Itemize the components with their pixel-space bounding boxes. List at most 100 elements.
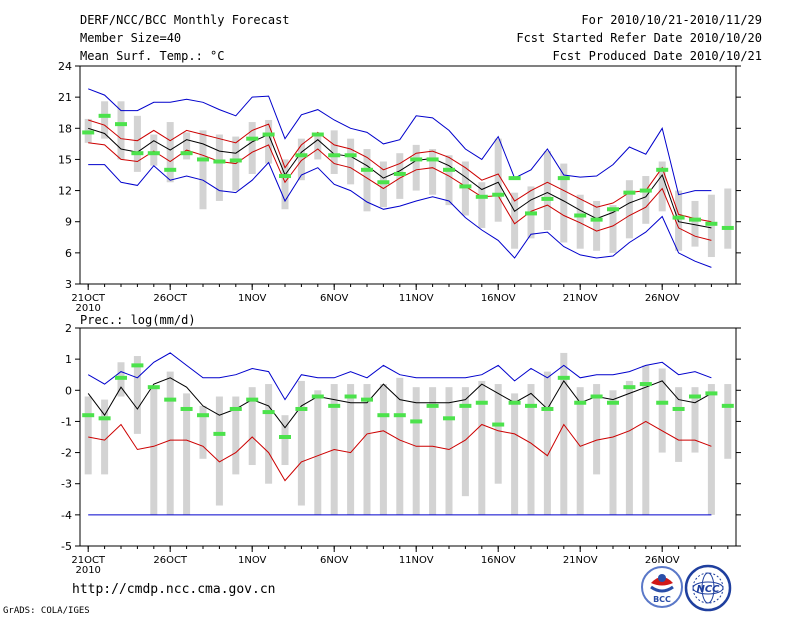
obs-marker [525, 403, 537, 408]
spread-box [330, 130, 338, 174]
spread-box [494, 138, 502, 222]
obs-marker [410, 157, 423, 162]
obs-marker [459, 403, 472, 408]
spread-box [576, 387, 584, 515]
obs-marker [508, 400, 521, 405]
spread-box [707, 384, 715, 515]
precipitation-panel: -5 -4 -3 -2 -1 0 1 2 21OCT 26OCT 1NOV 6NOV 11NOV 16NO… [61, 322, 741, 576]
spread-box [183, 132, 191, 160]
spread-box [412, 144, 420, 191]
obs-marker [246, 397, 259, 402]
grads-credit: GrADS: COLA/IGES [3, 606, 90, 616]
obs-marker [443, 416, 455, 421]
spread-box [183, 393, 191, 515]
x-tick-label: 6NOV [320, 293, 349, 304]
y-tick-label: 12 [58, 185, 72, 198]
spread-box [707, 194, 715, 258]
obs-marker [328, 403, 341, 408]
plot-frame [79, 327, 737, 547]
y-tick-label: 3 [65, 278, 72, 291]
y-tick-label: 18 [58, 122, 72, 135]
obs-marker [147, 385, 160, 390]
obs-marker [328, 153, 341, 158]
spread-box [314, 390, 322, 515]
obs-marker [557, 375, 570, 380]
x-tick-label: 16NOV [481, 293, 516, 304]
obs-marker [115, 375, 127, 380]
spread-box [609, 390, 617, 515]
obs-marker [295, 406, 308, 411]
obs-marker [279, 435, 291, 439]
obs-marker [672, 406, 685, 411]
spread-box [625, 380, 633, 515]
obs-marker [459, 184, 472, 189]
y-tick-label: 21 [58, 91, 72, 104]
obs-marker [492, 422, 505, 427]
spread-box [675, 387, 683, 462]
spread-box [625, 180, 633, 239]
spread-box [691, 387, 699, 453]
spread-box [133, 356, 141, 434]
start-date: Fcst Started Refer Date 2010/10/20 [516, 31, 762, 45]
obs-marker [557, 176, 570, 181]
y-tick-label: 2 [65, 322, 72, 335]
spread-box [84, 396, 92, 475]
obs-marker [246, 136, 259, 141]
forecast-period: For 2010/10/21-2010/11/29 [581, 13, 762, 27]
y-tick-label: 24 [58, 60, 72, 73]
obs-marker [197, 157, 209, 162]
obs-marker [426, 403, 439, 408]
obs-marker [721, 403, 734, 408]
obs-marker [361, 397, 373, 402]
x-tick-label: 26NOV [645, 293, 680, 304]
spread-box [150, 134, 158, 166]
source-url[interactable]: http://cmdp.ncc.cma.gov.cn [72, 582, 276, 597]
obs-marker [180, 151, 193, 156]
member-size: Member Size=40 [80, 31, 182, 45]
obs-marker [279, 174, 291, 179]
spread-box [363, 384, 371, 515]
spread-box [314, 136, 322, 160]
obs-marker [443, 167, 455, 172]
x-tick-label: 21OCT [71, 555, 106, 566]
spread-box [724, 384, 732, 459]
bcc-logo: BCC [641, 566, 683, 608]
obs-marker [344, 153, 357, 158]
obs-marker [98, 416, 111, 421]
spread-box [527, 384, 535, 515]
spread-box [150, 387, 158, 515]
obs-marker [590, 394, 603, 399]
series-line-min [88, 161, 712, 268]
obs-marker [82, 413, 95, 418]
obs-marker [262, 132, 275, 137]
obs-marker [361, 167, 373, 172]
spread-box [265, 384, 273, 484]
spread-box [166, 122, 174, 183]
spread-box [215, 134, 223, 201]
obs-marker [623, 385, 636, 390]
spread-box [543, 151, 551, 231]
bcc-logo-text: BCC [653, 595, 671, 604]
obs-marker [82, 130, 95, 135]
obs-marker [475, 400, 488, 405]
spread-box [609, 205, 617, 253]
spread-box [461, 161, 469, 216]
y-tick-label: -1 [61, 415, 72, 428]
prec-label: Prec.: log(mm/d) [80, 313, 196, 327]
spread-box [117, 101, 125, 160]
spread-box [429, 149, 437, 195]
spread-box [215, 396, 223, 506]
obs-marker [672, 215, 685, 220]
series-line-max [88, 88, 712, 196]
obs-marker [344, 394, 357, 399]
spread-box [691, 200, 699, 247]
spread-box [478, 182, 486, 228]
y-tick-label: 9 [65, 216, 72, 229]
spread-box [511, 192, 519, 249]
x-tick-label: 11NOV [399, 555, 434, 566]
spread-box [658, 161, 666, 212]
y-tick-label: -5 [61, 540, 72, 553]
spread-box [166, 371, 174, 515]
series-line-mean [87, 377, 712, 429]
obs-marker [147, 151, 160, 156]
